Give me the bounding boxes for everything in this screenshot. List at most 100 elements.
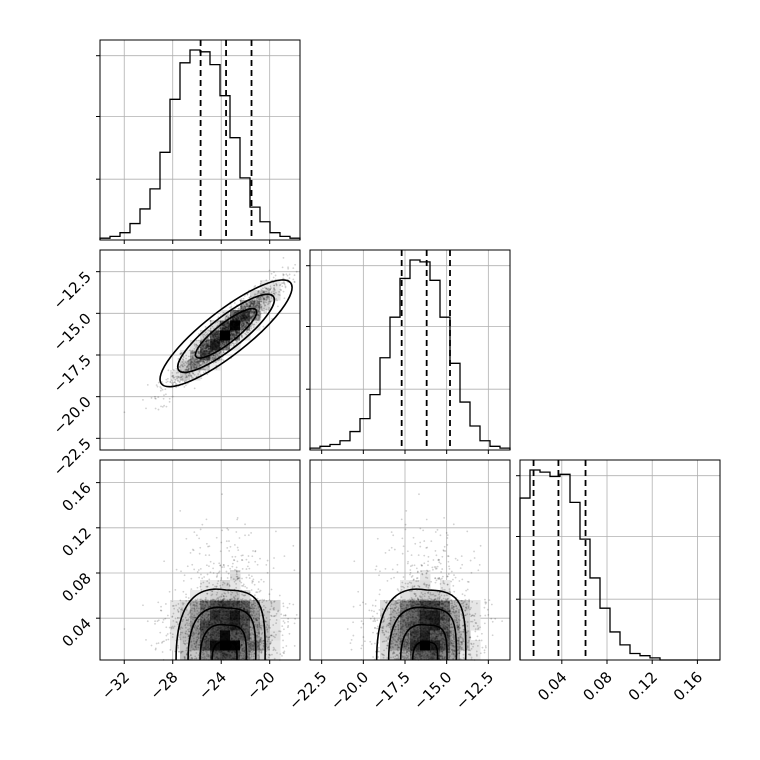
sample-point	[231, 640, 234, 643]
sample-point	[198, 552, 201, 555]
sample-point	[210, 599, 213, 601]
sample-point	[211, 346, 214, 349]
sample-point	[217, 345, 220, 348]
sample-point	[247, 534, 250, 537]
sample-point	[236, 319, 238, 322]
sample-point	[168, 400, 171, 403]
sample-point	[199, 364, 202, 367]
sample-point	[191, 357, 193, 360]
sample-point	[187, 367, 190, 370]
sample-point	[203, 353, 206, 356]
sample-point	[206, 344, 208, 346]
sample-point	[209, 328, 212, 331]
sample-point	[243, 317, 245, 319]
sample-point	[257, 296, 260, 299]
sample-point	[202, 333, 204, 336]
sample-point	[215, 345, 218, 348]
sample-point	[247, 315, 250, 318]
sample-point	[209, 345, 212, 348]
sample-point	[204, 359, 207, 362]
sample-point	[202, 343, 205, 346]
sample-point	[242, 324, 245, 326]
density-cell	[190, 360, 201, 371]
sample-point	[231, 320, 234, 323]
sample-point	[288, 273, 291, 276]
sample-point	[236, 600, 239, 602]
sample-point	[282, 602, 285, 605]
sample-point	[193, 531, 196, 533]
sample-point	[268, 593, 271, 596]
sample-point	[226, 583, 229, 586]
sample-point	[227, 590, 229, 593]
sample-point	[222, 581, 225, 584]
sample-point	[228, 338, 231, 341]
sample-point	[258, 312, 261, 314]
sample-point	[240, 307, 243, 310]
sample-point	[246, 310, 249, 312]
sample-point	[187, 628, 189, 631]
sample-point	[192, 618, 194, 620]
sample-point	[292, 278, 295, 281]
density-cell	[270, 280, 281, 291]
sample-point	[258, 302, 260, 305]
sample-point	[189, 624, 191, 627]
sample-point	[203, 352, 206, 355]
sample-point	[269, 285, 272, 288]
sample-point	[186, 369, 188, 372]
sample-point	[226, 329, 229, 332]
sample-point	[273, 631, 275, 634]
sample-point	[204, 368, 206, 371]
sample-point	[257, 298, 260, 301]
sample-point	[184, 632, 187, 635]
sample-point	[193, 614, 196, 617]
sample-point	[242, 657, 245, 660]
sample-point	[249, 625, 251, 628]
sample-point	[209, 560, 212, 563]
sample-point	[227, 315, 230, 318]
sample-point	[271, 639, 274, 642]
sample-point	[265, 626, 268, 629]
sample-point	[243, 319, 245, 322]
sample-point	[208, 610, 211, 613]
sample-point	[231, 317, 234, 320]
sample-point	[226, 326, 228, 329]
sample-point	[189, 355, 192, 358]
sample-point	[224, 657, 227, 660]
sample-point	[209, 356, 212, 359]
sample-point	[205, 542, 208, 545]
sample-point	[215, 339, 218, 342]
sample-point	[257, 300, 259, 303]
sample-point	[271, 653, 273, 656]
sample-point	[203, 617, 206, 620]
sample-point	[179, 510, 182, 512]
sample-point	[199, 585, 202, 588]
sample-point	[222, 655, 225, 658]
sample-point	[250, 302, 253, 304]
sample-point	[169, 632, 172, 634]
sample-point	[266, 294, 269, 297]
density-cell	[240, 330, 251, 341]
sample-point	[267, 656, 270, 659]
sample-point	[253, 293, 256, 296]
sample-point	[218, 339, 221, 341]
sample-point	[222, 595, 225, 598]
sample-point	[249, 329, 252, 332]
sample-point	[195, 632, 198, 634]
sample-point	[193, 351, 196, 354]
sample-point	[193, 643, 196, 645]
sample-point	[226, 340, 229, 342]
sample-point	[196, 358, 198, 361]
sample-point	[266, 629, 269, 631]
sample-point	[220, 331, 223, 334]
sample-point	[220, 353, 223, 356]
sample-point	[268, 611, 271, 614]
density-cell	[200, 330, 211, 341]
sample-point	[207, 346, 210, 348]
sample-point	[218, 342, 220, 345]
sample-point	[235, 325, 238, 327]
density-cell	[240, 320, 251, 331]
sample-point	[193, 360, 196, 363]
sample-point	[263, 303, 266, 305]
sample-point	[259, 305, 262, 307]
sample-point	[188, 362, 191, 365]
